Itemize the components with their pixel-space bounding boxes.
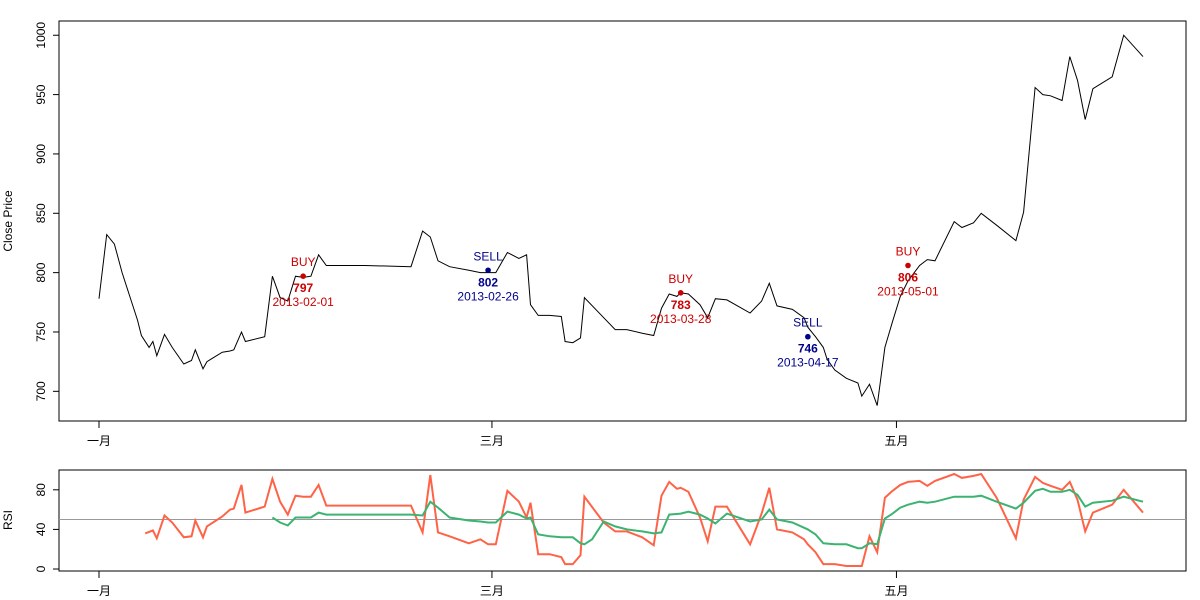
trade-date-label: 2013-02-26 — [457, 289, 519, 303]
trade-point — [300, 273, 306, 279]
trade-value-label: 802 — [478, 275, 498, 289]
price-x-axis: 一月 三月 五月 — [87, 421, 908, 448]
trade-date-label: 2013-02-01 — [272, 295, 334, 309]
rsi-plot-frame — [58, 469, 1187, 572]
trade-value-label: 783 — [671, 298, 691, 312]
x-tick-label: 一月 — [87, 584, 111, 598]
trade-value-label: 746 — [798, 342, 818, 356]
x-tick-label: 五月 — [884, 584, 908, 598]
trade-value-label: 797 — [293, 281, 313, 295]
trade-annotations: BUY7972013-02-01SELL8022013-02-26BUY7832… — [272, 245, 939, 370]
y-tick-label: 800 — [34, 262, 48, 282]
rsi-line — [144, 472, 1144, 567]
trade-point — [677, 290, 684, 296]
price-y-axis-label: Close Price — [1, 190, 15, 252]
trade-type-label: SELL — [793, 316, 823, 330]
trade-type-label: SELL — [473, 249, 503, 263]
y-tick-label: 750 — [34, 322, 48, 342]
trade-date-label: 2013-05-01 — [877, 285, 939, 299]
trade-type-label: BUY — [291, 255, 316, 269]
x-tick-label: 三月 — [480, 434, 504, 448]
close-price-line — [98, 34, 1144, 406]
trade-type-label: BUY — [668, 272, 693, 286]
y-tick-label: 40 — [34, 522, 48, 536]
trade-type-label: BUY — [896, 245, 921, 259]
trade-date-label: 2013-03-28 — [650, 312, 712, 326]
y-tick-label: 1000 — [34, 22, 48, 49]
trade-point — [805, 333, 811, 340]
rsi-x-axis: 一月 三月 五月 — [87, 571, 908, 598]
price-panel: Close Price 700 750 800 850 900 950 1000 一月 三月 五… — [1, 20, 1187, 448]
y-tick-label: 80 — [34, 483, 48, 497]
trade-value-label: 806 — [898, 271, 918, 285]
rsi-y-axis-label: RSI — [1, 510, 15, 530]
rsi-panel: RSI 0 40 80 一月 三月 五月 — [1, 469, 1187, 598]
trade-date-label: 2013-04-17 — [777, 356, 839, 370]
trade-point — [905, 262, 911, 269]
y-tick-label: 700 — [34, 381, 48, 401]
y-tick-label: 0 — [34, 565, 48, 572]
y-tick-label: 850 — [34, 203, 48, 223]
price-plot-frame — [58, 20, 1187, 422]
x-tick-label: 三月 — [480, 584, 504, 598]
price-y-axis: 700 750 800 850 900 950 1000 — [34, 22, 59, 401]
rsi-y-axis: 0 40 80 — [34, 483, 59, 572]
y-tick-label: 950 — [34, 84, 48, 104]
y-tick-label: 900 — [34, 144, 48, 164]
rsi-ma-line — [271, 487, 1144, 550]
x-tick-label: 五月 — [884, 434, 908, 448]
trade-point — [485, 267, 491, 274]
x-tick-label: 一月 — [87, 434, 111, 448]
